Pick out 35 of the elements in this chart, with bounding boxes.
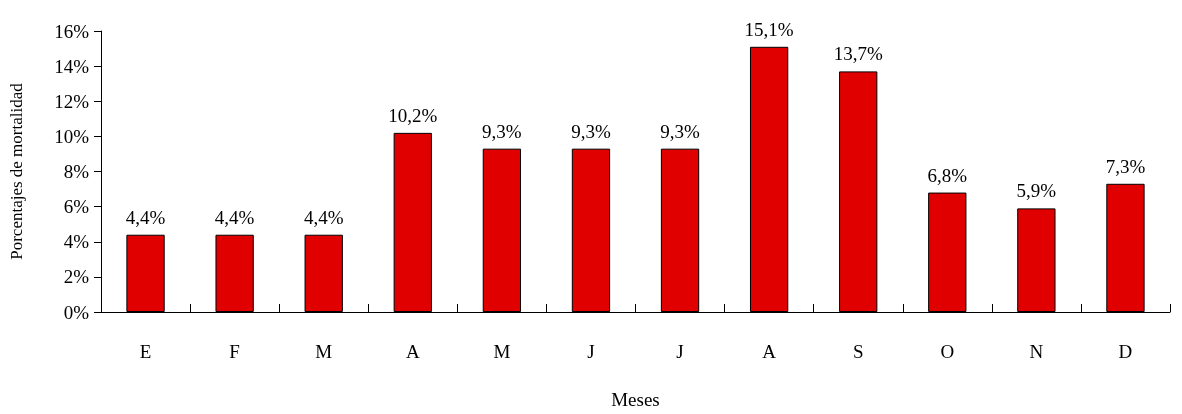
y-tick-label: 12%: [54, 90, 90, 112]
y-tick-label: 0%: [63, 301, 90, 323]
data-label: 6,8%: [927, 164, 968, 186]
data-label: 4,4%: [303, 206, 344, 228]
x-tick-label: A: [405, 341, 420, 362]
data-label: 13,7%: [833, 43, 883, 65]
x-tick-label: E: [139, 341, 152, 362]
x-tick-label: D: [1118, 341, 1133, 362]
y-tick-label: 10%: [54, 125, 90, 147]
data-label: 9,3%: [571, 120, 611, 142]
data-label: 10,2%: [388, 104, 438, 126]
x-tick-label: J: [676, 341, 684, 362]
x-tick-label: N: [1029, 341, 1044, 362]
data-label: 7,3%: [1105, 155, 1146, 177]
y-tick-label: 4%: [63, 231, 90, 253]
data-label: 9,3%: [660, 120, 700, 142]
y-tick-label: 8%: [63, 161, 90, 182]
x-tick-label: J: [587, 341, 595, 362]
x-axis-title: Meses: [611, 389, 660, 410]
y-axis-title: Porcentajes de mortalidad: [7, 82, 26, 260]
x-tick-label: O: [940, 341, 955, 362]
data-label: 4,4%: [125, 206, 166, 228]
data-label: 15,1%: [744, 18, 794, 40]
data-label: 5,9%: [1016, 180, 1057, 202]
x-tick-label: S: [852, 341, 864, 362]
y-tick-label: 14%: [54, 55, 90, 77]
y-tick-label: 6%: [63, 196, 90, 218]
x-tick-label: A: [762, 341, 777, 362]
x-tick-label: M: [493, 341, 511, 362]
x-tick-label: M: [315, 341, 333, 362]
data-label: 4,4%: [214, 206, 255, 228]
y-tick-label: 2%: [63, 266, 90, 288]
data-label: 9,3%: [482, 120, 522, 142]
y-tick-label: 16%: [54, 20, 90, 42]
x-tick-label: F: [229, 341, 240, 362]
